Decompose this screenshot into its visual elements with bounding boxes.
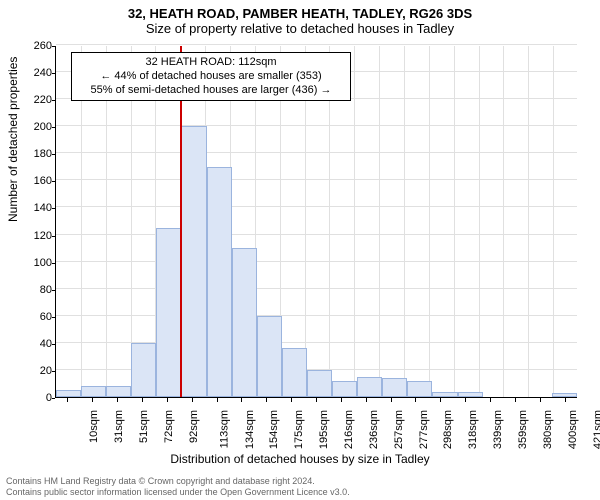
- annotation-box: 32 HEATH ROAD: 112sqm ← 44% of detached …: [71, 52, 351, 101]
- histogram-bar: [131, 343, 156, 397]
- x-tick: 51sqm: [105, 398, 130, 458]
- x-tick-mark: [217, 398, 218, 402]
- x-tick-mark: [440, 398, 441, 402]
- histogram-bar: [357, 377, 382, 397]
- x-tick-mark: [565, 398, 566, 402]
- y-tick-label: 80: [22, 284, 52, 296]
- x-tick-mark: [515, 398, 516, 402]
- x-tick: 195sqm: [279, 398, 304, 458]
- histogram-bar: [257, 316, 282, 397]
- histogram-bar: [332, 381, 357, 397]
- x-tick-mark: [540, 398, 541, 402]
- x-tick: 175sqm: [254, 398, 279, 458]
- x-tick-mark: [415, 398, 416, 402]
- x-tick: 339sqm: [453, 398, 478, 458]
- y-tick-label: 140: [22, 202, 52, 214]
- annotation-line3: 55% of semi-detached houses are larger (…: [78, 84, 344, 98]
- x-tick-mark: [241, 398, 242, 402]
- footer-line1: Contains HM Land Registry data © Crown c…: [6, 476, 594, 487]
- histogram-bar: [432, 392, 457, 397]
- x-tick: 277sqm: [378, 398, 403, 458]
- y-tick-label: 220: [22, 94, 52, 106]
- x-tick: 134sqm: [204, 398, 229, 458]
- chart-title-sub: Size of property relative to detached ho…: [0, 21, 600, 40]
- histogram-bar: [207, 167, 232, 397]
- footer-attribution: Contains HM Land Registry data © Crown c…: [6, 476, 594, 498]
- histogram-bar: [56, 390, 81, 397]
- histogram-bar: [407, 381, 432, 397]
- x-tick-mark: [490, 398, 491, 402]
- y-tick-label: 160: [22, 175, 52, 187]
- y-tick-label: 0: [22, 392, 52, 404]
- histogram-bar: [181, 126, 206, 397]
- x-tick: 113sqm: [179, 398, 204, 458]
- x-tick-mark: [465, 398, 466, 402]
- histogram-bar: [552, 393, 577, 397]
- x-tick-mark: [117, 398, 118, 402]
- x-tick-mark: [341, 398, 342, 402]
- histogram-bar: [282, 348, 307, 397]
- annotation-line1: 32 HEATH ROAD: 112sqm: [78, 56, 344, 70]
- x-tick: 298sqm: [403, 398, 428, 458]
- x-tick: 72sqm: [130, 398, 155, 458]
- y-tick-label: 200: [22, 121, 52, 133]
- x-tick-mark: [192, 398, 193, 402]
- footer-line2: Contains public sector information licen…: [6, 487, 594, 498]
- x-tick-mark: [167, 398, 168, 402]
- x-tick-mark: [67, 398, 68, 402]
- y-axis-label: Number of detached properties: [6, 57, 20, 222]
- x-tick: 216sqm: [304, 398, 329, 458]
- x-tick-label: 421sqm: [592, 410, 600, 449]
- histogram-bar: [81, 386, 106, 397]
- histogram-bar: [307, 370, 332, 397]
- x-tick-mark: [366, 398, 367, 402]
- histogram-bar: [232, 248, 257, 397]
- histogram-bar: [458, 392, 483, 397]
- y-tick-label: 40: [22, 338, 52, 350]
- x-tick: 359sqm: [478, 398, 503, 458]
- y-tick-label: 100: [22, 257, 52, 269]
- histogram-bar: [382, 378, 407, 397]
- x-tick: 318sqm: [428, 398, 453, 458]
- x-tick: 92sqm: [154, 398, 179, 458]
- x-tick-mark: [391, 398, 392, 402]
- x-tick-mark: [142, 398, 143, 402]
- y-tick-label: 180: [22, 148, 52, 160]
- x-tick: 31sqm: [80, 398, 105, 458]
- x-tick: 380sqm: [502, 398, 527, 458]
- annotation-line2: ← 44% of detached houses are smaller (35…: [78, 70, 344, 84]
- x-tick: 257sqm: [353, 398, 378, 458]
- histogram-bar: [156, 228, 181, 397]
- y-tick-label: 20: [22, 365, 52, 377]
- gridline-h: [56, 44, 577, 45]
- y-tick-label: 60: [22, 311, 52, 323]
- x-tick: 154sqm: [229, 398, 254, 458]
- x-tick: 400sqm: [527, 398, 552, 458]
- x-ticks: 10sqm31sqm51sqm72sqm92sqm113sqm134sqm154…: [55, 398, 577, 458]
- y-tick-label: 240: [22, 67, 52, 79]
- x-tick: 10sqm: [55, 398, 80, 458]
- x-tick: 421sqm: [552, 398, 577, 458]
- x-tick: 236sqm: [328, 398, 353, 458]
- x-tick-mark: [266, 398, 267, 402]
- x-tick-mark: [291, 398, 292, 402]
- x-tick-mark: [92, 398, 93, 402]
- y-tick-label: 120: [22, 230, 52, 242]
- y-tick-label: 260: [22, 40, 52, 52]
- x-axis-label: Distribution of detached houses by size …: [0, 452, 600, 466]
- histogram-bar: [106, 386, 131, 397]
- chart-title-main: 32, HEATH ROAD, PAMBER HEATH, TADLEY, RG…: [0, 0, 600, 21]
- x-tick-mark: [316, 398, 317, 402]
